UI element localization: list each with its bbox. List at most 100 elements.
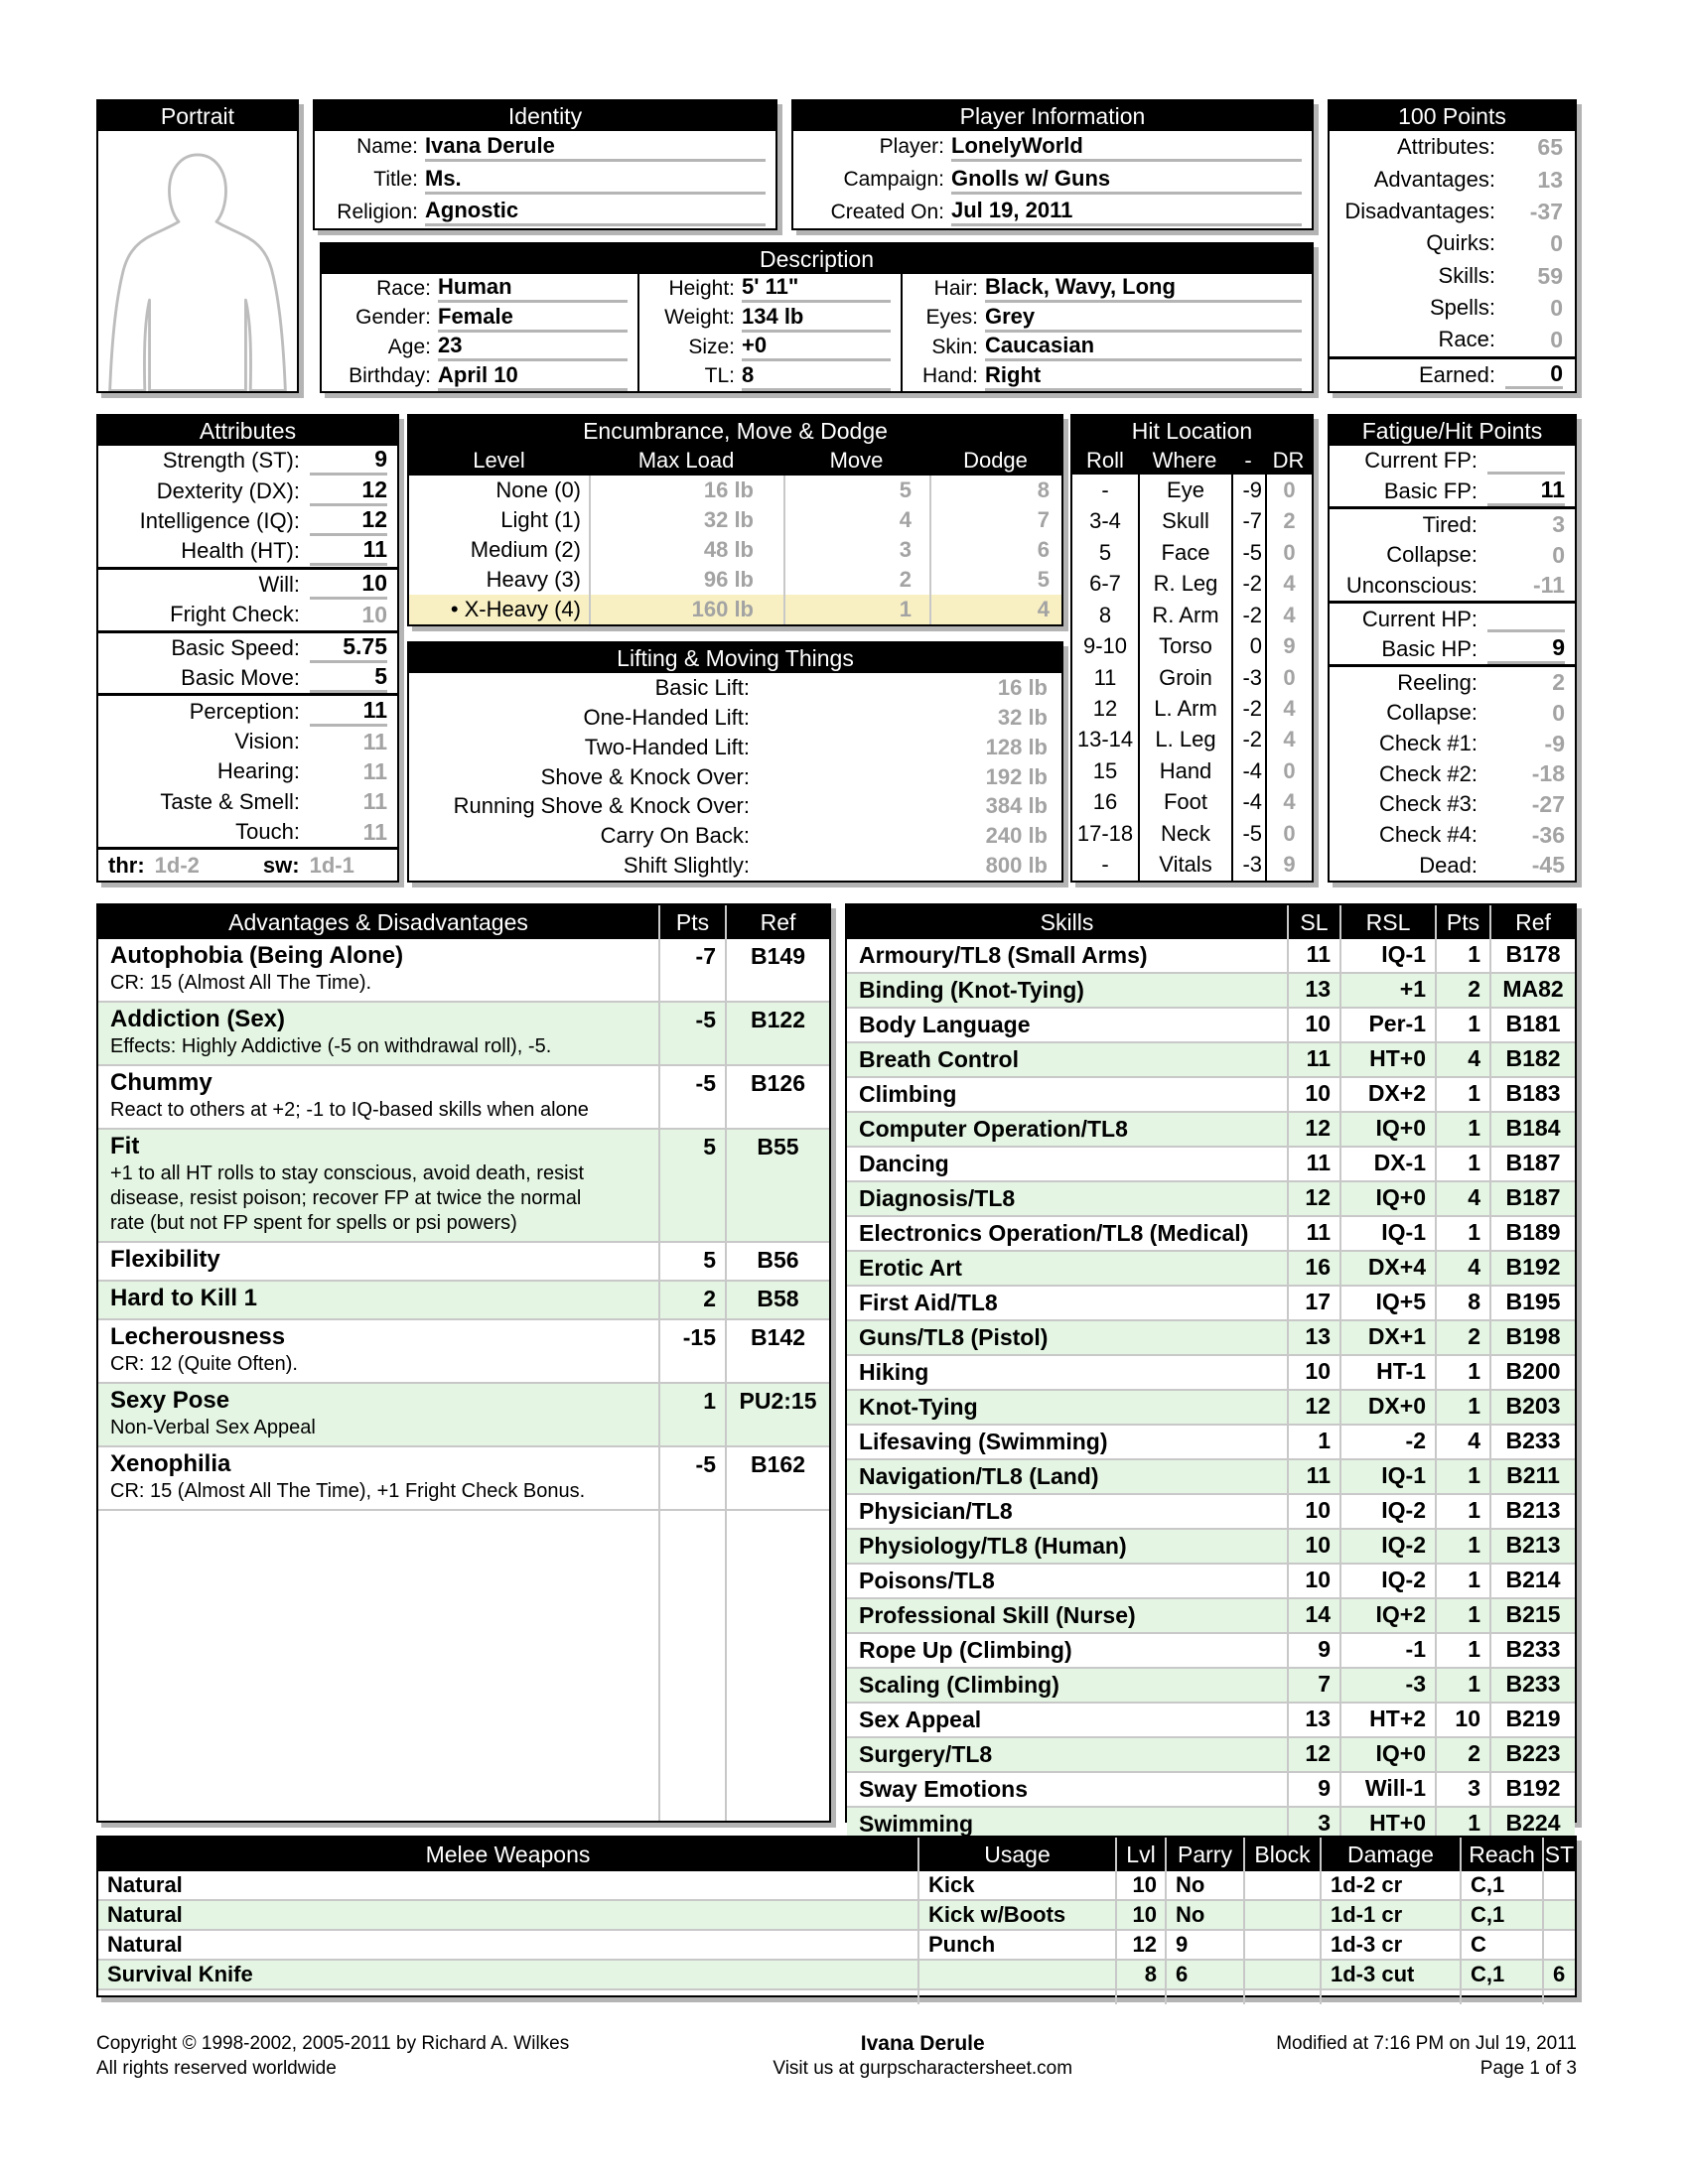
hit-dr: 9 <box>1265 849 1312 882</box>
skill-row: Knot-Tying 12 DX+0 1 B203 <box>847 1389 1575 1424</box>
hit-dr: 2 <box>1265 505 1312 537</box>
earned-points-field[interactable]: 0 <box>1505 360 1563 390</box>
column-header-dr: DR <box>1272 448 1305 473</box>
panel-skills: Skills SL RSL Pts Ref Armoury/TL8 (Small… <box>845 903 1577 1875</box>
advantage-name-cell: Addiction (Sex) Effects: Highly Addictive… <box>98 1003 658 1064</box>
skill-level: 11 <box>1287 1217 1339 1250</box>
skills-table-header: Skills SL RSL Pts Ref <box>847 905 1575 939</box>
hit-roll: 6-7 <box>1089 571 1121 597</box>
field-value[interactable]: Female <box>438 304 628 333</box>
field-value[interactable]: 8 <box>742 362 891 391</box>
skill-level: 9 <box>1287 1634 1339 1667</box>
advantage-row: Fit +1 to all HT rolls to stay conscious,… <box>98 1128 829 1241</box>
advantage-ref: B162 <box>725 1447 829 1509</box>
field-value[interactable]: Jul 19, 2011 <box>951 198 1302 227</box>
field-value[interactable]: Ivana Derule <box>425 133 766 162</box>
field-value[interactable]: Human <box>438 274 628 304</box>
fatigue-value[interactable]: 11 <box>1487 477 1565 506</box>
advantage-ref: B142 <box>725 1320 829 1382</box>
weapon-level: 10 <box>1115 1871 1165 1899</box>
fatigue-label: Collapse: <box>1386 542 1477 568</box>
hit-location-row: - Eye -9 0 <box>1072 475 1312 506</box>
fatigue-row: Collapse: 0 <box>1330 540 1575 571</box>
lifting-value: 128 lb <box>985 734 1048 759</box>
points-value: 65 <box>1537 134 1563 161</box>
skill-relative-level: DX+4 <box>1339 1252 1435 1285</box>
footer-site-link[interactable]: Visit us at gurpscharactersheet.com <box>773 2058 1073 2079</box>
field-value[interactable]: Ms. <box>425 166 766 195</box>
skill-row: Poisons/TL8 10 IQ-2 1 B214 <box>847 1563 1575 1597</box>
melee-weapon-row: Survival Knife 8 6 1d-3 cut C,1 6 <box>98 1959 1575 1988</box>
fatigue-value[interactable] <box>1487 448 1565 475</box>
section-divider <box>98 629 397 633</box>
points-value: 0 <box>1550 230 1563 257</box>
hit-location-row: 9-10 Torso 0 9 <box>1072 630 1312 662</box>
skill-ref: B215 <box>1489 1599 1575 1632</box>
swing-label: sw: <box>262 852 300 878</box>
attribute-value[interactable]: 5 <box>310 663 387 694</box>
field-value[interactable]: Grey <box>985 304 1302 333</box>
field-value[interactable]: Caucasian <box>985 333 1302 362</box>
fatigue-label: Current FP: <box>1364 448 1477 474</box>
skill-row: Breath Control 11 HT+0 4 B182 <box>847 1041 1575 1076</box>
fatigue-label: Check #1: <box>1378 731 1477 756</box>
attribute-value[interactable]: 11 <box>310 697 387 727</box>
fatigue-value[interactable] <box>1487 606 1565 633</box>
skill-level: 12 <box>1287 1182 1339 1215</box>
field-label: Size: <box>688 335 735 358</box>
weapon-parry: No <box>1165 1871 1243 1899</box>
encumbrance-level: Medium (2) <box>470 537 581 562</box>
melee-weapon-row: Natural Kick w/Boots 10 No 1d-1 cr C,1 <box>98 1899 1575 1929</box>
hit-roll: - <box>1101 852 1109 878</box>
field-value[interactable]: 5' 11" <box>742 274 891 304</box>
field-value[interactable]: Agnostic <box>425 198 766 227</box>
attribute-value[interactable]: 12 <box>310 477 387 506</box>
hit-location-row: 17-18 Neck -5 0 <box>1072 818 1312 850</box>
hit-roll: 8 <box>1098 602 1112 627</box>
skill-name: Binding (Knot-Tying) <box>859 977 1084 1003</box>
hit-roll: 13-14 <box>1076 727 1134 752</box>
lifting-label: Carry On Back: <box>600 823 750 849</box>
field-value[interactable]: +0 <box>742 333 891 362</box>
skill-ref: B213 <box>1489 1530 1575 1563</box>
field-label: Name: <box>356 135 418 159</box>
weapon-st <box>1542 1901 1575 1929</box>
field-value[interactable]: April 10 <box>438 362 628 391</box>
hit-penalty: -3 <box>1231 849 1265 882</box>
hit-where: Vitals <box>1138 849 1231 882</box>
points-row: Disadvantages: -37 <box>1330 196 1575 227</box>
hit-location-row: 13-14 L. Leg -2 4 <box>1072 724 1312 756</box>
attribute-value[interactable]: 12 <box>310 506 387 537</box>
attribute-value[interactable]: 9 <box>310 446 387 477</box>
encumbrance-dodge: 5 <box>929 565 1061 595</box>
fatigue-value[interactable]: 9 <box>1487 634 1565 665</box>
attribute-value[interactable]: 5.75 <box>310 633 387 663</box>
attribute-row: Will: 10 <box>98 570 397 600</box>
skill-level: 10 <box>1287 1078 1339 1111</box>
hit-dr: 4 <box>1265 568 1312 600</box>
attribute-row: Taste & Smell: 11 <box>98 787 397 817</box>
field-value[interactable]: Black, Wavy, Long <box>985 274 1302 304</box>
advantage-points: -5 <box>658 1066 725 1128</box>
encumbrance-max-load: 48 lb <box>589 535 783 565</box>
field-value[interactable]: Right <box>985 362 1302 391</box>
field-value[interactable]: 23 <box>438 333 628 362</box>
hit-roll: 16 <box>1092 789 1118 815</box>
skill-ref: B189 <box>1489 1217 1575 1250</box>
attribute-value[interactable]: 10 <box>310 570 387 600</box>
column-header-sl: SL <box>1287 905 1339 939</box>
field-value[interactable]: LonelyWorld <box>951 133 1302 162</box>
field-value[interactable]: 134 lb <box>742 304 891 333</box>
skill-ref: B198 <box>1489 1321 1575 1354</box>
field-value[interactable]: Gnolls w/ Guns <box>951 166 1302 195</box>
column-header-reach: Reach <box>1460 1838 1542 1871</box>
skill-row: Hiking 10 HT-1 1 B200 <box>847 1354 1575 1389</box>
attribute-value[interactable]: 11 <box>310 536 387 567</box>
attribute-label: Taste & Smell: <box>160 788 300 814</box>
page-footer: Copyright © 1998-2002, 2005-2011 by Rich… <box>96 2031 1577 2081</box>
skill-ref: B200 <box>1489 1356 1575 1389</box>
advantage-name: Hard to Kill 1 <box>110 1285 258 1311</box>
thrust-label: thr: <box>108 852 145 878</box>
melee-weapons-header: Melee Weapons <box>425 1842 591 1867</box>
skill-points: 1 <box>1435 1391 1489 1424</box>
